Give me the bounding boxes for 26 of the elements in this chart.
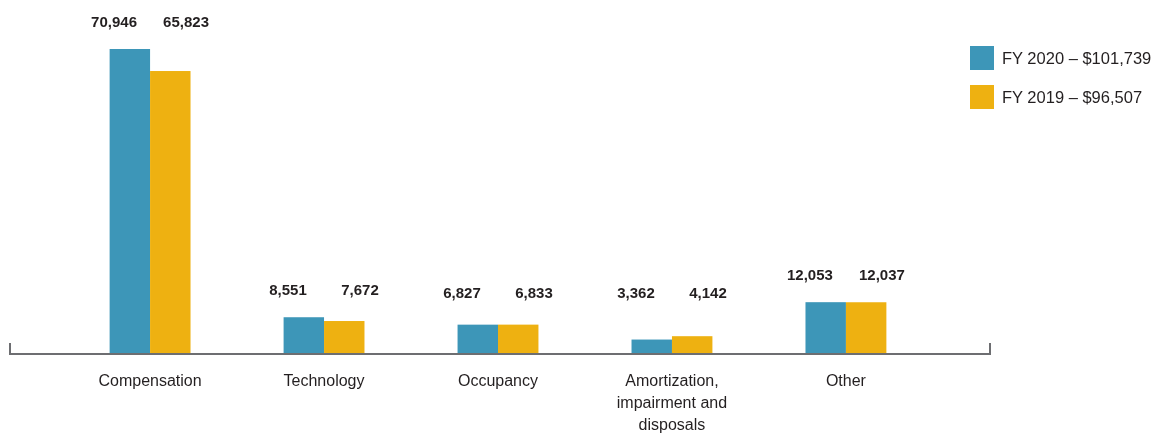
bar	[498, 324, 539, 354]
bar	[109, 49, 151, 354]
data-label: 6,833	[515, 284, 553, 301]
data-label: 12,053	[786, 266, 833, 284]
data-label: 65,823	[163, 13, 210, 30]
data-label: 12,037	[858, 266, 905, 284]
x-tick-label: Compensation	[98, 372, 202, 389]
data-label: 4,142	[689, 284, 727, 301]
bar	[324, 321, 365, 354]
bar	[805, 302, 846, 354]
data-label: 3,362	[617, 284, 655, 301]
data-label: 70,946	[91, 13, 138, 30]
data-label: 7,672	[341, 281, 379, 299]
bar	[150, 71, 191, 354]
bar	[283, 317, 325, 354]
x-tick-label: Amortization, impairment and disposals	[616, 372, 728, 433]
bar	[671, 336, 713, 354]
bar	[845, 302, 887, 354]
bar	[457, 324, 498, 354]
legend-label: FY 2019 – $96,507	[1002, 88, 1143, 106]
data-label: 6,827	[443, 284, 481, 301]
data-label: 8,551	[269, 281, 307, 299]
x-tick-label: Occupancy	[457, 372, 539, 389]
x-tick-label: Technology	[283, 372, 365, 389]
x-tick-label: Other	[825, 372, 867, 389]
legend-label: FY 2020 – $101,739	[1002, 49, 1152, 67]
